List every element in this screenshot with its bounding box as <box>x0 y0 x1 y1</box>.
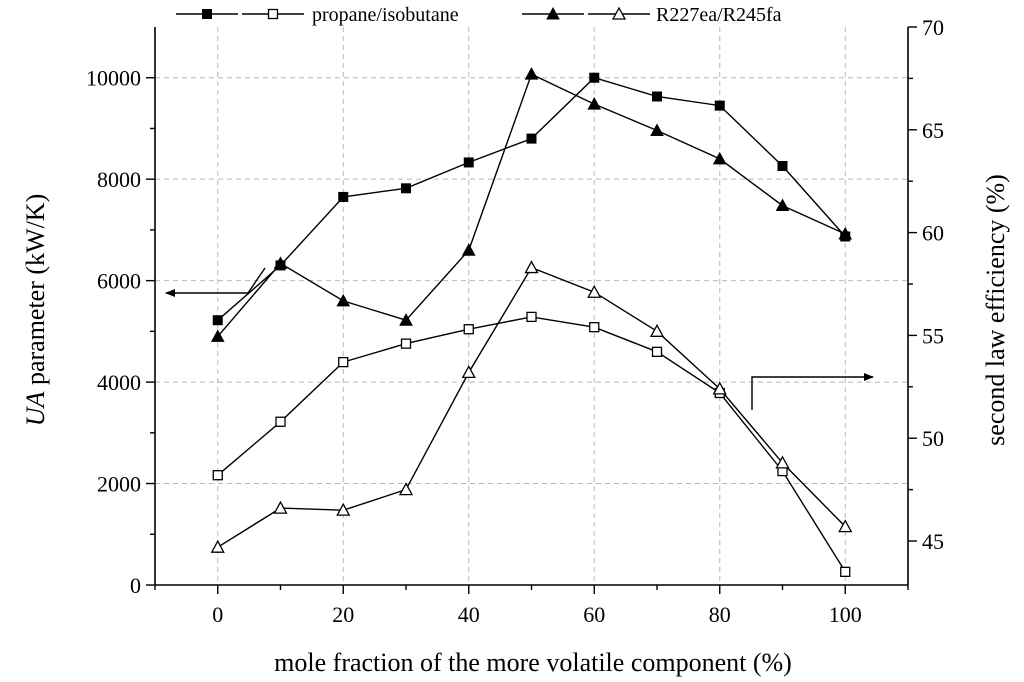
y2-tick-label: 70 <box>922 15 944 40</box>
series-1-point <box>589 72 600 83</box>
y-axis-title-rest: parameter (kW/K) <box>21 194 50 392</box>
grid <box>155 27 908 585</box>
y-tick-label: 0 <box>130 573 141 598</box>
series-4-point <box>775 455 790 469</box>
y-axis-title: UA parameter (kW/K) <box>21 194 50 426</box>
series-4 <box>210 260 853 553</box>
series-1-point <box>777 160 788 171</box>
series-1-point <box>714 100 725 111</box>
series-3-point <box>775 198 790 212</box>
series-2-point <box>338 356 349 368</box>
legend-item-r227ea-r245fa: R227ea/R245fa <box>522 4 782 26</box>
series-3-point <box>524 67 539 80</box>
series-1 <box>212 72 851 326</box>
series-2-point <box>275 416 286 427</box>
series-4-point <box>273 500 288 514</box>
legend-item-propane-isobutane: propane/isobutane <box>176 4 459 26</box>
series-3-point <box>587 97 602 110</box>
series-2-point <box>463 324 474 335</box>
y-axis-title-italic: UA <box>21 391 50 426</box>
series-4-point <box>649 323 665 337</box>
series-3-point <box>336 293 351 307</box>
series-4-point <box>838 519 853 533</box>
y2-tick-label: 50 <box>922 426 944 451</box>
series-4-line <box>217 266 846 548</box>
legend-marker-open-square <box>267 8 279 20</box>
series-2-point <box>212 470 223 481</box>
series-4-point <box>336 502 351 516</box>
series-2-point <box>651 346 663 357</box>
legend: propane/isobutane R227ea/R245fa <box>176 4 782 26</box>
x-tick-label: 20 <box>332 602 354 627</box>
series-2-point <box>589 322 600 333</box>
legend-label: R227ea/R245fa <box>656 4 782 26</box>
x-tick-label: 80 <box>709 602 731 627</box>
x-tick-label: 60 <box>583 602 605 627</box>
series-3-point <box>650 123 664 136</box>
y-tick-label: 4000 <box>97 370 141 395</box>
series-1-point <box>338 191 349 202</box>
legend-label: propane/isobutane <box>312 4 459 26</box>
series-4-point <box>712 381 727 395</box>
series-3-point <box>838 226 853 240</box>
series-2-point <box>840 566 851 577</box>
series-3-line <box>217 73 846 337</box>
series-3-point <box>461 243 476 256</box>
x-tick-label: 100 <box>829 602 862 627</box>
series-1-point <box>212 315 223 326</box>
x-tick-label: 40 <box>458 602 480 627</box>
y2-tick-label: 60 <box>922 221 944 246</box>
series-3-point <box>273 256 288 269</box>
series-2-point <box>400 338 412 349</box>
y2-axis-title: second law efficiency (%) <box>981 174 1010 446</box>
series-4-point <box>461 365 476 379</box>
y-tick-label: 6000 <box>97 269 141 294</box>
axes <box>154 27 909 586</box>
y-tick-label: 10000 <box>86 66 141 91</box>
y-tick-label: 2000 <box>97 472 141 497</box>
series-1-point <box>463 157 474 168</box>
series-1-point <box>526 133 537 144</box>
series-3 <box>210 67 853 342</box>
legend-marker-filled-triangle <box>546 6 560 20</box>
y2-tick-label: 45 <box>922 529 944 554</box>
left-axis-arrow-leader <box>247 267 266 294</box>
series-4-point <box>398 482 414 496</box>
y-tick-label: 8000 <box>97 167 141 192</box>
series-3-point <box>399 313 413 326</box>
x-axis-title: mole fraction of the more volatile compo… <box>274 648 792 677</box>
series-3-point <box>210 329 225 342</box>
series-2-line <box>217 316 846 573</box>
ticks: 0 20 40 60 80 100 0 2000 4000 6000 8000 10000 45 50 55… <box>86 15 944 627</box>
series-4-point <box>524 260 539 274</box>
series-2 <box>212 311 851 577</box>
series-1-line <box>217 76 846 321</box>
right-axis-arrow <box>751 373 874 410</box>
series-1-point <box>401 183 411 194</box>
legend-marker-filled-square <box>202 9 212 19</box>
series-4-point <box>210 539 225 553</box>
y2-tick-label: 55 <box>922 323 944 348</box>
legend-marker-open-triangle <box>611 6 627 20</box>
series-3-point <box>712 151 727 165</box>
series-4-point <box>587 284 602 298</box>
x-tick-label: 0 <box>212 602 223 627</box>
annotation-arrows <box>165 267 874 410</box>
y2-tick-label: 65 <box>922 118 944 143</box>
series-2-point <box>526 311 537 323</box>
series-1-point <box>652 91 662 102</box>
series-group <box>210 67 853 577</box>
